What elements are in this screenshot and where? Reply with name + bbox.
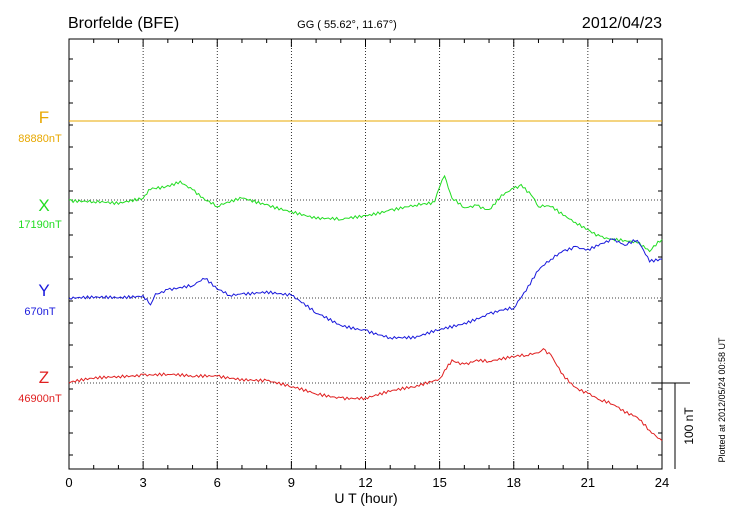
series-baseline-y: 670nT <box>24 306 55 318</box>
x-tick-label: 24 <box>655 475 669 490</box>
series-name-f: F <box>39 108 49 127</box>
series-lines <box>68 120 663 441</box>
plot-frame <box>68 38 663 470</box>
coords-label: GG ( 55.62°, 11.67°) <box>297 19 397 31</box>
x-tick-label: 21 <box>581 475 595 490</box>
x-tick-label: 15 <box>432 475 446 490</box>
grid <box>69 39 662 469</box>
series-baseline-z: 46900nT <box>18 393 62 405</box>
series-name-x: X <box>38 196 49 215</box>
x-tick-label: 18 <box>507 475 521 490</box>
series-name-y: Y <box>38 281 49 300</box>
series-baseline-x: 17190nT <box>18 219 62 231</box>
series-line-x <box>68 174 663 253</box>
station-title: Brorfelde (BFE) <box>68 15 179 32</box>
series-baseline-f: 88880nT <box>18 133 62 145</box>
axis-ticks <box>68 39 663 469</box>
series-labels: F 88880nT X 17190nT Y 670nT Z 46900nT <box>18 108 62 405</box>
x-tick-label: 6 <box>214 475 221 490</box>
series-line-y <box>68 238 663 340</box>
date-label: 2012/04/23 <box>582 15 662 32</box>
x-tick-label: 3 <box>140 475 147 490</box>
series-name-z: Z <box>39 368 49 387</box>
plotted-note: Plotted at 2012/05/24 00:58 UT <box>717 337 727 463</box>
x-tick-label: 0 <box>65 475 72 490</box>
x-axis-title: U T (hour) <box>334 490 397 506</box>
x-tick-label: 9 <box>288 475 295 490</box>
series-line-z <box>68 347 663 441</box>
x-tick-label: 12 <box>358 475 372 490</box>
scale-bar-label: 100 nT <box>682 407 696 445</box>
x-tick-labels: 0 3 6 9 12 15 18 21 24 <box>65 475 669 490</box>
scale-bar: 100 nT <box>652 382 696 469</box>
